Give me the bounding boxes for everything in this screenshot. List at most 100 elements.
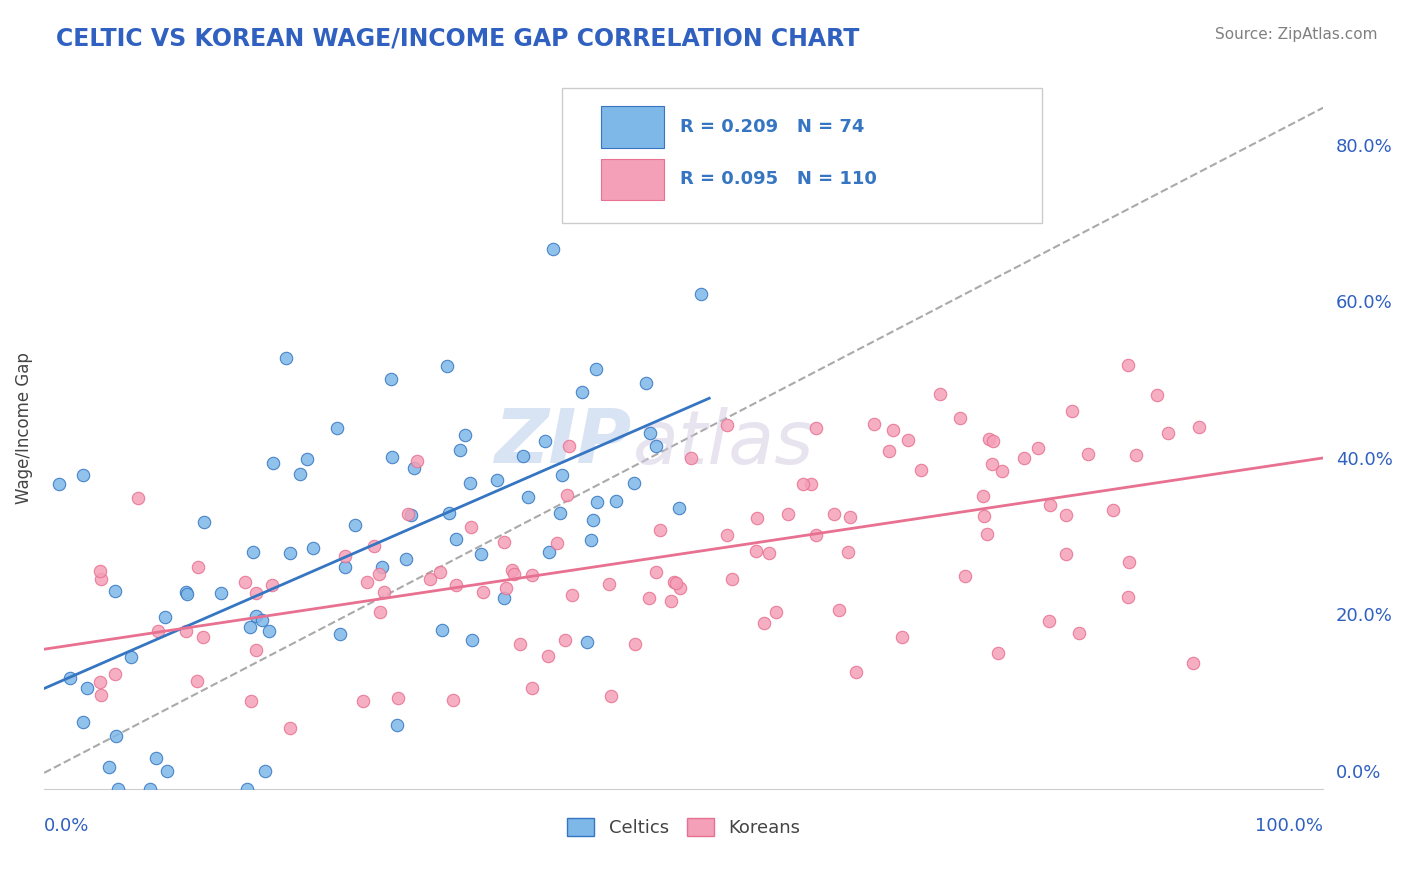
Point — [669, 581, 692, 595]
Point — [368, 567, 391, 582]
Text: 40.0%: 40.0% — [1336, 450, 1393, 469]
Point — [509, 637, 531, 651]
Point — [1054, 508, 1077, 523]
Point — [534, 434, 557, 448]
Point — [537, 649, 560, 664]
Point — [446, 532, 468, 546]
Point — [437, 506, 460, 520]
Point — [290, 467, 312, 481]
Point — [690, 287, 713, 301]
Point — [679, 450, 702, 465]
Point — [492, 534, 515, 549]
Point — [1125, 448, 1147, 462]
Point — [90, 572, 112, 586]
Point — [501, 563, 523, 577]
Text: 80.0%: 80.0% — [1336, 137, 1393, 156]
Point — [1039, 499, 1062, 513]
Point — [1054, 547, 1077, 561]
Point — [1062, 404, 1084, 418]
Point — [461, 632, 484, 647]
Point — [146, 624, 169, 639]
Point — [245, 643, 267, 657]
Point — [278, 546, 301, 560]
Point — [665, 576, 688, 591]
Point — [176, 587, 198, 601]
Point — [343, 517, 366, 532]
Point — [333, 559, 356, 574]
Point — [745, 543, 768, 558]
Point — [492, 591, 515, 606]
Point — [1102, 503, 1125, 517]
Point — [174, 585, 197, 599]
Point — [239, 620, 262, 634]
Point — [897, 434, 920, 448]
Point — [662, 196, 685, 211]
Point — [837, 545, 859, 559]
Point — [236, 781, 259, 796]
Point — [721, 572, 744, 586]
Point — [430, 623, 453, 637]
Point — [76, 681, 98, 695]
Point — [245, 586, 267, 600]
Point — [1012, 451, 1035, 466]
Point — [485, 473, 508, 487]
Point — [1026, 441, 1049, 455]
Point — [446, 577, 468, 591]
Point — [804, 528, 827, 542]
Point — [1146, 388, 1168, 402]
Point — [104, 666, 127, 681]
Point — [107, 781, 129, 796]
Point — [1077, 447, 1099, 461]
Point — [329, 626, 352, 640]
Point — [419, 572, 441, 586]
Point — [512, 449, 534, 463]
Point — [153, 610, 176, 624]
Point — [387, 690, 409, 705]
Point — [877, 444, 900, 458]
Point — [538, 545, 561, 559]
Point — [973, 508, 995, 523]
Point — [262, 456, 284, 470]
Point — [910, 463, 932, 477]
Point — [581, 533, 603, 548]
Point — [659, 594, 682, 608]
Point — [554, 632, 576, 647]
Point — [551, 468, 574, 483]
Point — [1069, 626, 1091, 640]
Point — [624, 637, 647, 651]
Point — [449, 443, 471, 458]
Text: 100.0%: 100.0% — [1256, 817, 1323, 835]
Point — [838, 510, 860, 524]
Point — [259, 624, 281, 639]
Point — [187, 560, 209, 574]
Point — [557, 488, 579, 502]
Point — [987, 646, 1010, 660]
Point — [381, 450, 404, 464]
Point — [1038, 614, 1060, 628]
Point — [72, 468, 94, 483]
Point — [644, 565, 666, 579]
Point — [209, 586, 232, 600]
Point — [326, 421, 349, 435]
Text: Source: ZipAtlas.com: Source: ZipAtlas.com — [1215, 27, 1378, 42]
Point — [454, 428, 477, 442]
Point — [193, 516, 215, 530]
Point — [72, 714, 94, 729]
Point — [104, 729, 127, 743]
Text: 60.0%: 60.0% — [1336, 294, 1393, 312]
Point — [371, 560, 394, 574]
Point — [600, 690, 623, 704]
Point — [638, 591, 661, 606]
Point — [302, 541, 325, 555]
Text: 0.0%: 0.0% — [44, 817, 90, 835]
Point — [981, 457, 1004, 471]
Point — [792, 476, 814, 491]
Point — [516, 490, 538, 504]
Text: atlas: atlas — [633, 407, 814, 479]
Point — [800, 476, 823, 491]
Point — [380, 372, 402, 386]
Legend: Celtics, Koreans: Celtics, Koreans — [560, 811, 807, 845]
Point — [90, 688, 112, 702]
Point — [571, 385, 593, 400]
Point — [89, 564, 111, 578]
